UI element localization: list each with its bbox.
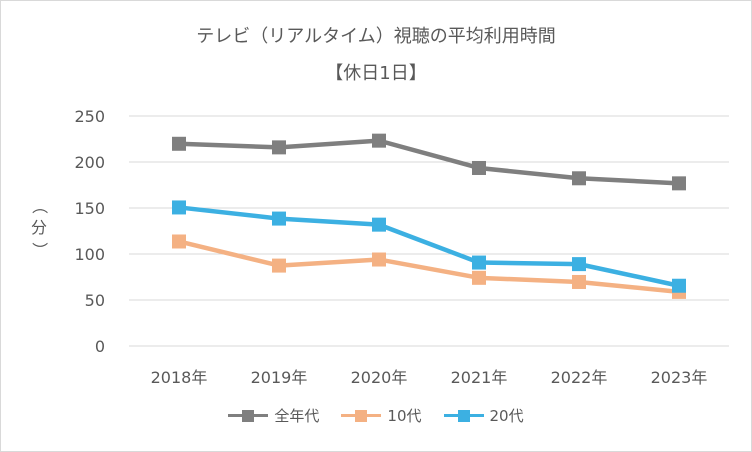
x-tick-label-1: 2019年 [251, 368, 308, 387]
series-line-1 [178, 239, 680, 295]
y-tick-label-100: 100 [74, 245, 105, 264]
series-0-point-3 [472, 160, 486, 175]
series-1-point-1 [272, 258, 286, 273]
y-axis-label-unit: 分 [30, 218, 47, 237]
series-0-point-1 [272, 140, 286, 155]
legend-item-2: 20代 [443, 405, 524, 426]
series-0-point-2 [372, 133, 386, 148]
legend: 全年代 10代 20代 [1, 405, 751, 426]
legend-item-1: 10代 [341, 405, 422, 426]
series-line-2 [178, 205, 680, 288]
legend-label-2: 20代 [489, 407, 524, 425]
series-1-point-0 [172, 234, 186, 249]
series-1-point-3 [472, 270, 486, 285]
y-tick-label-200: 200 [74, 153, 105, 172]
y-axis-label: （ 分 ） [29, 195, 49, 261]
series-0-point-0 [172, 136, 186, 151]
series-2-point-0 [172, 200, 186, 215]
legend-swatch-marker [242, 409, 255, 422]
chart-title: テレビ（リアルタイム）視聴の平均利用時間 [196, 26, 556, 47]
y-tick-label-150: 150 [74, 199, 105, 218]
legend-swatch-0 [228, 409, 269, 422]
y-tick-label-250: 250 [74, 107, 105, 126]
series-2-point-1 [272, 211, 286, 226]
chart-subtitle: 【休日1日】 [325, 63, 427, 84]
x-tick-label-0: 2018年 [151, 368, 208, 387]
series-1-point-4 [572, 274, 586, 289]
series-2-point-4 [572, 257, 586, 272]
x-tick-label-4: 2022年 [551, 368, 608, 387]
legend-swatch-marker [457, 409, 470, 422]
series-line-0 [178, 138, 680, 186]
series-0-point-5 [672, 176, 686, 191]
legend-swatch-1 [341, 409, 382, 422]
legend-label-0: 全年代 [274, 407, 320, 425]
y-tick-label-0: 0 [95, 337, 105, 356]
series-2-point-5 [672, 278, 686, 293]
x-tick-label-3: 2021年 [451, 368, 508, 387]
series-1-point-2 [372, 252, 386, 267]
legend-swatch-marker [355, 409, 368, 422]
series-0-point-4 [572, 171, 586, 186]
x-tick-label-5: 2023年 [651, 368, 708, 387]
y-tick-label-50: 50 [85, 291, 105, 310]
legend-label-1: 10代 [387, 407, 422, 425]
series-2-point-3 [472, 255, 486, 270]
series-2-point-2 [372, 217, 386, 232]
legend-item-0: 全年代 [228, 405, 319, 426]
legend-swatch-2 [443, 409, 484, 422]
x-tick-label-2: 2020年 [351, 368, 408, 387]
